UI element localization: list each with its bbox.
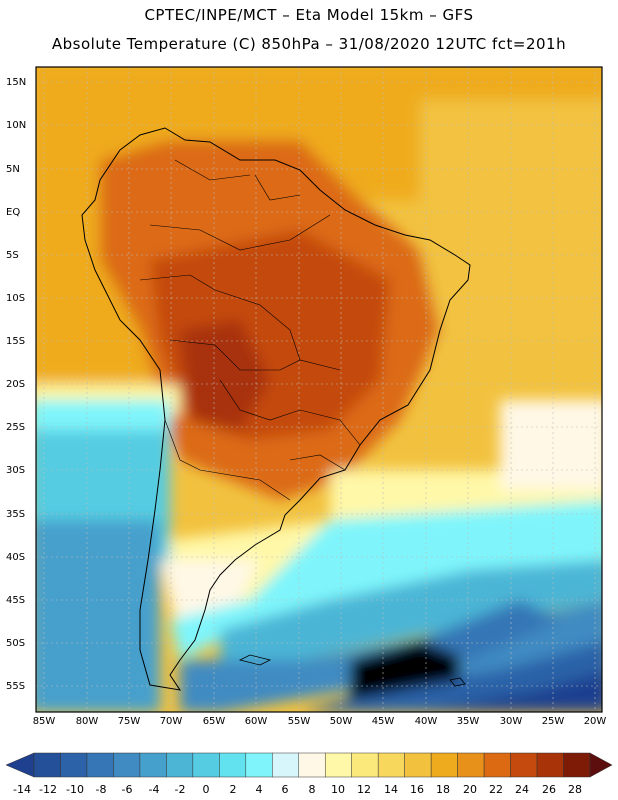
colorbar-label: 12 xyxy=(357,783,371,796)
colorbar-swatch xyxy=(139,752,167,778)
colorbar-swatch xyxy=(483,752,511,778)
colorbar-swatch xyxy=(351,752,379,778)
colorbar-label: 0 xyxy=(202,783,210,796)
colorbar-swatch xyxy=(536,752,564,778)
lat-label: 35S xyxy=(6,509,26,520)
lon-label: 25W xyxy=(541,716,565,727)
colorbar-swatch xyxy=(563,752,591,778)
colorbar-swatch xyxy=(245,752,273,778)
temperature-field xyxy=(36,67,602,712)
colorbar-label: 24 xyxy=(515,783,529,796)
colorbar-label: 20 xyxy=(463,783,477,796)
lon-label: 65W xyxy=(202,716,226,727)
map-frame xyxy=(35,66,603,713)
colorbar-label: -8 xyxy=(95,783,107,796)
lat-label: 5S xyxy=(6,250,19,261)
lat-label: EQ xyxy=(6,207,21,218)
colorbar-label: -2 xyxy=(174,783,186,796)
colorbar-label: -4 xyxy=(148,783,160,796)
colorbar-label: 28 xyxy=(568,783,582,796)
islands xyxy=(238,654,466,687)
lat-label: 40S xyxy=(6,552,26,563)
colorbar-label: -14 xyxy=(13,783,31,796)
lon-label: 35W xyxy=(456,716,480,727)
lon-label: 75W xyxy=(117,716,141,727)
lon-label: 20W xyxy=(583,716,607,727)
colorbar-swatch xyxy=(457,752,485,778)
lat-label: 10S xyxy=(6,293,26,304)
lon-label: 80W xyxy=(75,716,99,727)
lon-label: 70W xyxy=(159,716,183,727)
colorbar-label: 8 xyxy=(308,783,316,796)
lat-label: 55S xyxy=(6,681,26,692)
colorbar-swatch xyxy=(86,752,114,778)
colorbar-swatch xyxy=(430,752,458,778)
colorbar-label: 4 xyxy=(255,783,263,796)
lat-label: 15S xyxy=(6,336,26,347)
colorbar-arrow-high xyxy=(589,752,613,778)
lat-label: 50S xyxy=(6,638,26,649)
colorbar-label: 6 xyxy=(281,783,289,796)
colorbar-label: 16 xyxy=(410,783,424,796)
colorbar-label: -10 xyxy=(66,783,84,796)
colorbar-label: 22 xyxy=(489,783,503,796)
country-borders xyxy=(139,159,361,501)
lon-label: 50W xyxy=(329,716,353,727)
colorbar-swatch xyxy=(298,752,326,778)
colorbar-swatch xyxy=(272,752,300,778)
colorbar-label: -12 xyxy=(39,783,57,796)
colorbar-label: 2 xyxy=(229,783,237,796)
colorbar-swatch xyxy=(219,752,247,778)
map-subtitle: Absolute Temperature (C) 850hPa – 31/08/… xyxy=(51,35,567,53)
colorbar xyxy=(5,752,613,778)
colorbar-swatch xyxy=(404,752,432,778)
lon-label: 30W xyxy=(499,716,523,727)
colorbar-swatch xyxy=(192,752,220,778)
colorbar-swatch xyxy=(113,752,141,778)
lon-label: 60W xyxy=(244,716,268,727)
lon-label: 85W xyxy=(32,716,56,727)
coastline xyxy=(81,127,471,691)
colorbar-label: -6 xyxy=(121,783,133,796)
colorbar-swatch xyxy=(33,752,61,778)
lat-label: 45S xyxy=(6,595,26,606)
lat-label: 30S xyxy=(6,465,26,476)
colorbar-label: 26 xyxy=(542,783,556,796)
colorbar-arrow-low xyxy=(5,752,35,778)
colorbar-swatch xyxy=(510,752,538,778)
colorbar-swatch xyxy=(60,752,88,778)
lon-label: 40W xyxy=(414,716,438,727)
graticule xyxy=(36,67,602,712)
colorbar-swatch xyxy=(166,752,194,778)
colorbar-label: 18 xyxy=(436,783,450,796)
colorbar-label: 14 xyxy=(384,783,398,796)
colorbar-swatch xyxy=(324,752,352,778)
lon-label: 45W xyxy=(371,716,395,727)
lat-label: 15N xyxy=(6,77,27,88)
lat-label: 25S xyxy=(6,422,26,433)
map-title: CPTEC/INPE/MCT – Eta Model 15km – GFS xyxy=(144,6,474,24)
colorbar-label: 10 xyxy=(331,783,345,796)
lat-label: 20S xyxy=(6,379,26,390)
lon-label: 55W xyxy=(287,716,311,727)
lat-label: 10N xyxy=(6,120,27,131)
lat-label: 5N xyxy=(6,164,20,175)
colorbar-swatch xyxy=(377,752,405,778)
